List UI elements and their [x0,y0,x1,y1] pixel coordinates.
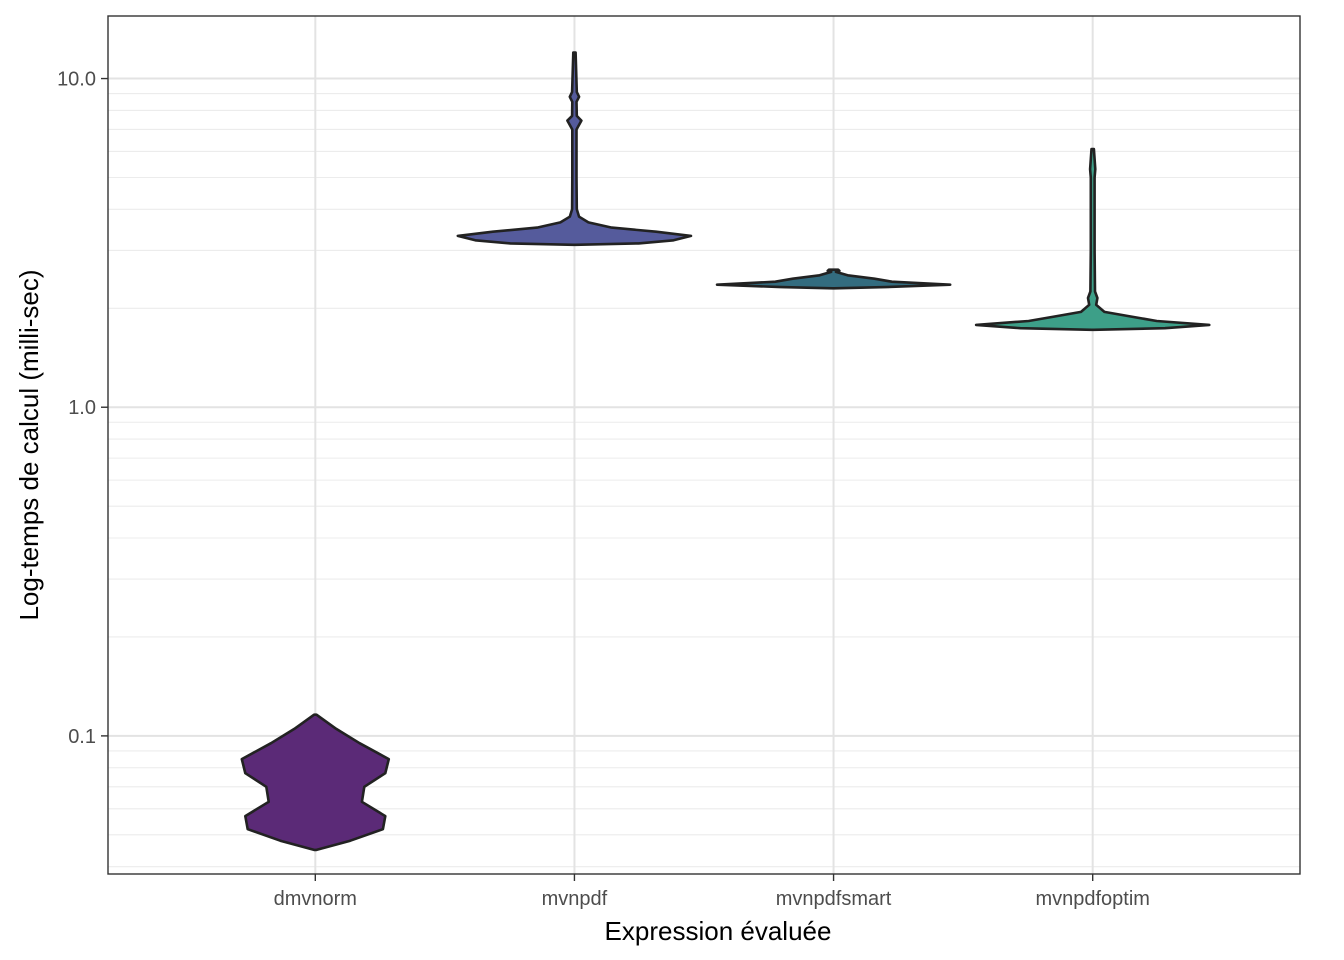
panel-border [107,15,1301,875]
violin-mvnpdfsmart [715,268,952,290]
violin-mvnpdfoptim [974,147,1211,332]
x-tick-label: dmvnorm [274,888,357,910]
violins [240,51,1211,852]
x-tick-label: mvnpdfoptim [1035,888,1150,910]
x-axis-title: Expression évaluée [605,916,832,946]
x-tick-label: mvnpdf [542,888,608,910]
y-axis: 0.1 1.0 10.0 [57,69,108,748]
y-tick-label: 0.1 [68,726,96,748]
violin-mvnpdf [456,51,693,247]
violin-dmvnorm [240,713,391,852]
y-axis-title: Log-temps de calcul (milli-sec) [14,269,44,620]
x-tick-label: mvnpdfsmart [776,888,892,910]
x-axis: dmvnorm mvnpdf mvnpdfsmart mvnpdfoptim [274,874,1150,910]
y-tick-label: 10.0 [57,69,96,91]
y-tick-label: 1.0 [68,397,96,419]
